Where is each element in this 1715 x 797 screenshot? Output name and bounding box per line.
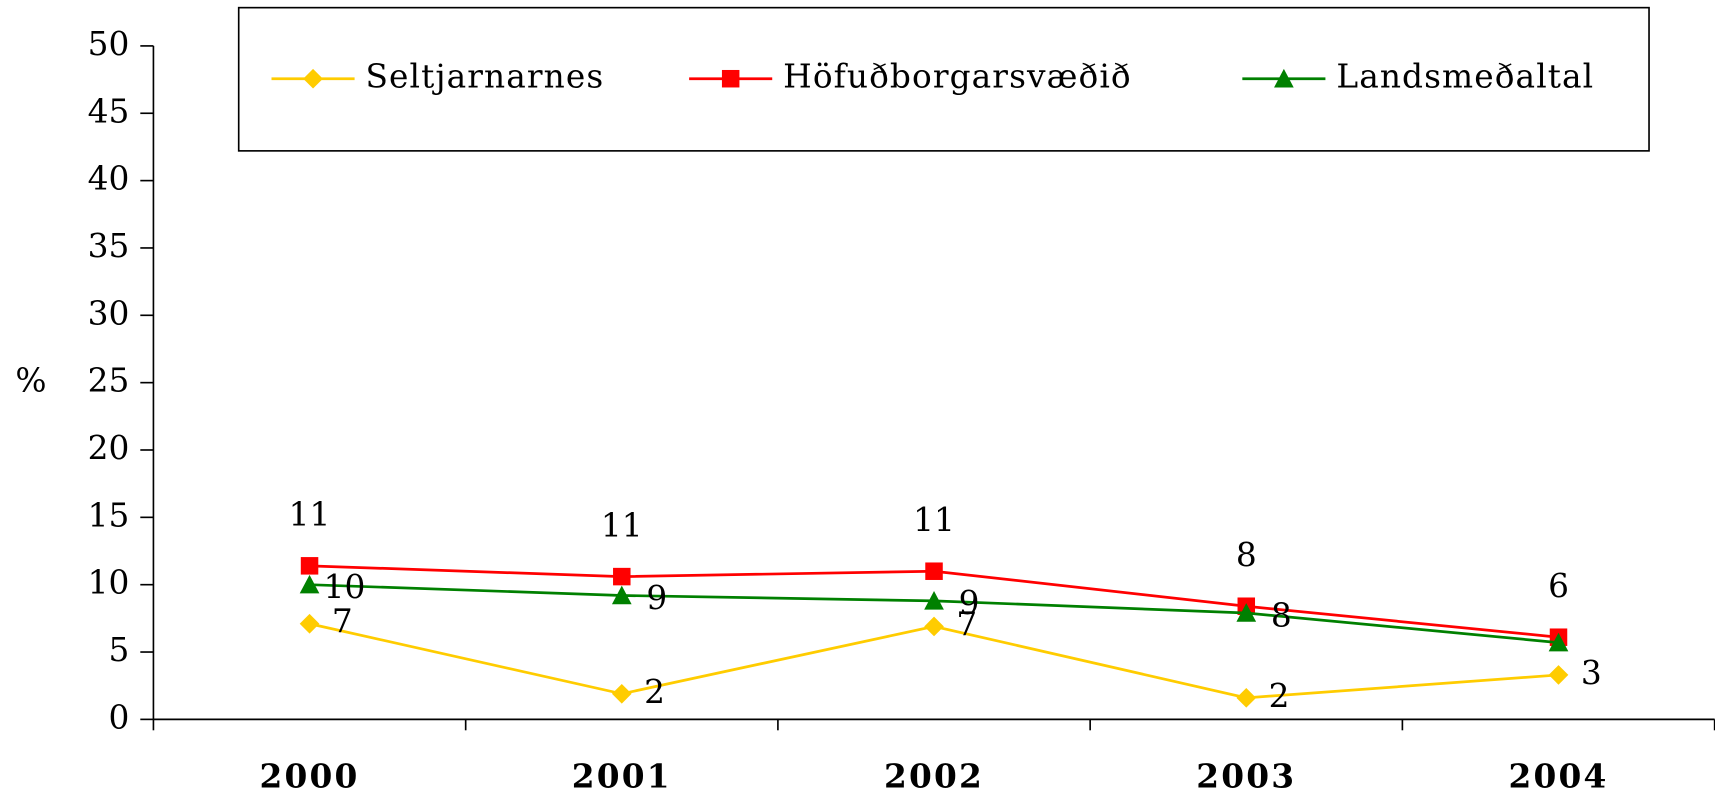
marker	[924, 591, 944, 610]
data-label: 7	[332, 603, 353, 641]
legend-label: Höfuðborgarsvæðið	[783, 58, 1132, 96]
marker	[925, 562, 943, 580]
marker	[1236, 603, 1257, 622]
marker	[611, 683, 632, 704]
marker	[611, 585, 632, 605]
y-tick-label: 5	[109, 631, 130, 669]
y-tick-label: 50	[88, 25, 130, 63]
marker	[924, 616, 944, 637]
data-label: 2	[1269, 677, 1290, 715]
marker	[299, 613, 320, 634]
data-label: 11	[601, 506, 643, 544]
data-label: 8	[1236, 536, 1257, 574]
marker	[300, 557, 319, 575]
data-label: 11	[913, 501, 955, 539]
x-tick-label: 2000	[260, 756, 360, 795]
y-tick-label: 25	[88, 362, 130, 400]
data-label: 6	[1548, 567, 1569, 605]
marker	[613, 567, 631, 586]
data-label: 11	[289, 496, 331, 534]
y-axis-label: %	[15, 362, 46, 400]
y-tick-label: 20	[88, 429, 130, 467]
marker	[1548, 665, 1569, 685]
marker	[1548, 632, 1569, 652]
marker	[721, 69, 740, 88]
x-tick-label: 2004	[1509, 756, 1609, 795]
y-tick-label: 0	[109, 698, 130, 736]
y-tick-label: 15	[88, 496, 130, 534]
data-label: 7	[956, 605, 977, 643]
y-tick-label: 40	[88, 160, 130, 198]
y-tick-label: 45	[88, 92, 130, 130]
x-tick-label: 2001	[572, 756, 672, 795]
legend-label: Landsmeðaltal	[1336, 58, 1594, 96]
y-tick-label: 10	[88, 564, 130, 602]
data-label: 3	[1581, 654, 1602, 692]
marker	[1236, 687, 1257, 708]
y-tick-label: 30	[88, 294, 130, 332]
data-label: 9	[959, 584, 980, 622]
data-label: 2	[644, 673, 665, 711]
marker	[1274, 68, 1294, 88]
legend-label: Seltjarnarnes	[366, 58, 605, 96]
data-label: 10	[324, 568, 366, 606]
marker	[299, 574, 320, 594]
y-tick-label: 35	[88, 227, 130, 265]
data-label: 9	[646, 579, 667, 617]
legend-box	[237, 6, 1650, 152]
data-label: 8	[1271, 596, 1292, 634]
x-tick-label: 2003	[1196, 756, 1296, 795]
x-tick-label: 2002	[884, 756, 984, 795]
